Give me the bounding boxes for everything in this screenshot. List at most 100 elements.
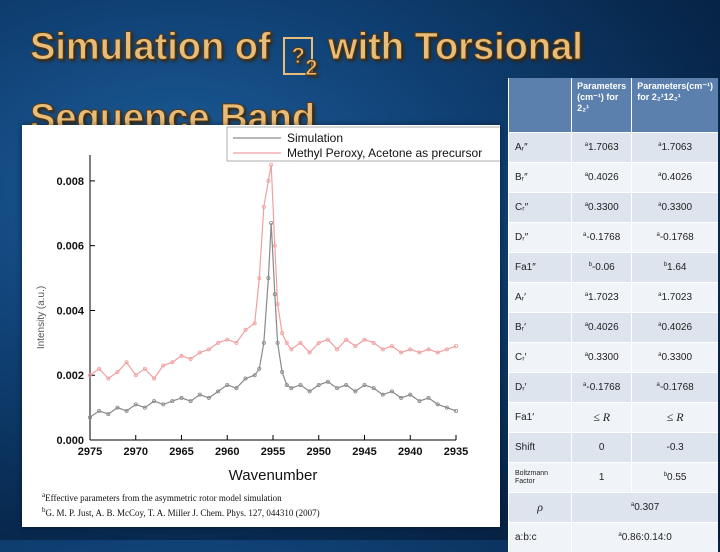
y-tick-label: 0.008 <box>56 176 84 188</box>
footnote-b: bG. M. P. Just, A. B. McCoy, T. A. Mille… <box>42 504 482 519</box>
title-subscript: 2 <box>305 55 317 80</box>
row-value-2-text: 0.55 <box>667 472 686 483</box>
row-label-text: Fa1′ <box>515 412 534 423</box>
series-line-0 <box>90 223 456 417</box>
row-value-2: a0.3300 <box>632 193 718 223</box>
row-label-ratio-text: a:b:c <box>515 532 537 543</box>
row-value-1-text: 0.4026 <box>588 172 619 183</box>
x-tick-label: 2945 <box>352 446 376 458</box>
y-tick-label: 0.002 <box>56 370 84 382</box>
row-value-2-text: 0.3300 <box>661 202 692 213</box>
row-label: Fa1′ <box>509 403 572 433</box>
row-label-text: Dᵣ″ <box>515 232 528 243</box>
row-value-1: 0 <box>572 433 632 463</box>
x-tick-label: 2970 <box>124 446 148 458</box>
row-value-ratio: a0.86:0.14:0 <box>572 523 718 552</box>
row-value-1-text: 0.3300 <box>588 202 619 213</box>
row-value-2-text: 0.4026 <box>661 172 692 183</box>
row-value-2-text: 0.4026 <box>661 322 692 333</box>
row-label-text: Aᵣ′ <box>515 292 526 303</box>
row-label-rho-text: ρ <box>537 500 543 514</box>
row-value-1: 1 <box>572 463 632 493</box>
row-label: Bᵣ″ <box>509 163 572 193</box>
row-value-2: ≤ R <box>632 403 718 433</box>
footnotes: aEffective parameters from the asymmetri… <box>42 489 482 519</box>
row-value-2: a1.7063 <box>632 133 718 163</box>
row-value-2: b0.55 <box>632 463 718 493</box>
row-value-1-text: ≤ R <box>593 410 610 424</box>
row-value-1-text: 0.4026 <box>588 322 619 333</box>
header-col-2: Parameters(cm⁻¹) for 2₂¹12₂¹ <box>632 78 718 133</box>
row-label: Cᵣ′ <box>509 343 572 373</box>
x-axis-label: Wavenumber <box>229 467 318 484</box>
row-label-rho: ρ <box>509 493 572 523</box>
row-value-2: a-0.1768 <box>632 373 718 403</box>
row-value-1: a0.4026 <box>572 313 632 343</box>
x-tick-label: 2950 <box>307 446 331 458</box>
table-row: Boltzmann Factor 1 b0.55 <box>509 463 719 493</box>
parameter-table: Parameters (cm⁻¹) for 2₂¹ Parameters(cm⁻… <box>508 78 718 552</box>
row-label: Bᵣ′ <box>509 313 572 343</box>
series-line-1 <box>90 165 456 379</box>
row-value-2-text: -0.1768 <box>660 232 694 243</box>
row-value-2-text: 1.7023 <box>661 292 692 303</box>
legend-label-0: Simulation <box>287 131 343 145</box>
row-label: Boltzmann Factor <box>509 463 572 493</box>
y-tick-label: 0.006 <box>56 241 84 253</box>
row-label: Dᵣ′ <box>509 373 572 403</box>
title-prefix: Simulation of <box>30 26 271 68</box>
row-value-1-text: -0.1768 <box>586 232 620 243</box>
row-value-1-text: 0 <box>599 442 605 453</box>
row-label: Shift <box>509 433 572 463</box>
table-row-ratio: a:b:c a0.86:0.14:0 <box>509 523 719 552</box>
title-line-1: Simulation of ?2 with Torsional <box>30 22 590 93</box>
row-label-text: Shift <box>515 442 535 453</box>
row-value-2: -0.3 <box>632 433 718 463</box>
row-value-1-text: 1 <box>599 472 605 483</box>
row-value-1: b-0.06 <box>572 253 632 283</box>
row-value-ratio-text: 0.86:0.14:0 <box>622 532 672 543</box>
row-value-1: a-0.1768 <box>572 373 632 403</box>
row-label: Fa1″ <box>509 253 572 283</box>
row-value-1-text: -0.06 <box>592 262 615 273</box>
row-value-1-text: -0.1768 <box>586 382 620 393</box>
row-label: Aᵣ′ <box>509 283 572 313</box>
table-row: Fa1′ ≤ R ≤ R <box>509 403 719 433</box>
row-value-2-text: 1.64 <box>667 262 686 273</box>
row-value-rho-text: 0.307 <box>634 502 659 513</box>
row-label-ratio: a:b:c <box>509 523 572 552</box>
row-value-2: a-0.1768 <box>632 223 718 253</box>
row-label-text: Aᵣ″ <box>515 142 528 153</box>
row-value-1-text: 0.3300 <box>588 352 619 363</box>
y-tick-label: 0.004 <box>56 305 84 317</box>
row-label: Cᵣ″ <box>509 193 572 223</box>
row-value-1: a-0.1768 <box>572 223 632 253</box>
row-value-2: a0.4026 <box>632 313 718 343</box>
row-value-1: ≤ R <box>572 403 632 433</box>
row-label-text: Boltzmann Factor <box>515 470 548 485</box>
row-label-text: Dᵣ′ <box>515 382 527 393</box>
header-blank <box>509 78 572 133</box>
x-tick-label: 2975 <box>78 446 102 458</box>
row-value-2-text: ≤ R <box>667 410 684 424</box>
row-value-1-text: 1.7023 <box>588 292 619 303</box>
x-tick-label: 2965 <box>169 446 193 458</box>
row-label-text: Bᵣ″ <box>515 172 528 183</box>
row-value-1: a0.3300 <box>572 343 632 373</box>
row-label-text: Fa1″ <box>515 262 536 273</box>
footnote-a-text: Effective parameters from the asymmetric… <box>45 493 282 503</box>
row-value-2-text: -0.1768 <box>660 382 694 393</box>
row-value-2-text: -0.3 <box>666 442 683 453</box>
row-value-2: b1.64 <box>632 253 718 283</box>
row-value-2: a0.3300 <box>632 343 718 373</box>
